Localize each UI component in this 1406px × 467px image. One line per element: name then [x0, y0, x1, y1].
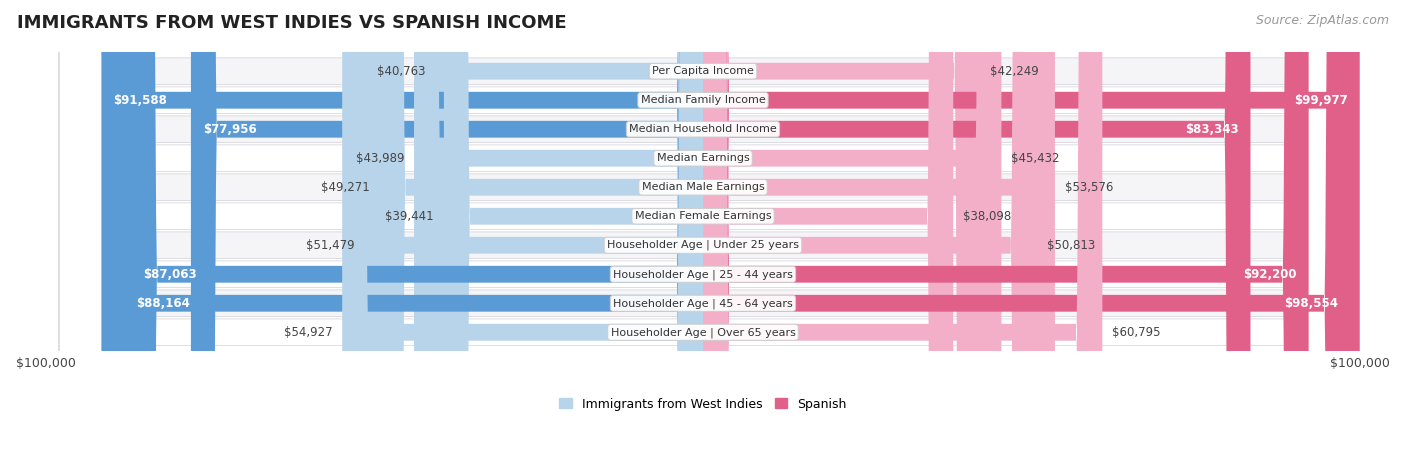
FancyBboxPatch shape [703, 0, 1001, 467]
Text: Source: ZipAtlas.com: Source: ZipAtlas.com [1256, 14, 1389, 27]
Text: Per Capita Income: Per Capita Income [652, 66, 754, 76]
FancyBboxPatch shape [342, 0, 703, 467]
Text: $98,554: $98,554 [1285, 297, 1339, 310]
Text: $91,588: $91,588 [114, 94, 167, 107]
FancyBboxPatch shape [703, 0, 1102, 467]
FancyBboxPatch shape [131, 0, 703, 467]
FancyBboxPatch shape [191, 0, 703, 467]
Text: Median Male Earnings: Median Male Earnings [641, 182, 765, 192]
FancyBboxPatch shape [59, 0, 1347, 467]
FancyBboxPatch shape [413, 0, 703, 467]
FancyBboxPatch shape [703, 0, 1036, 467]
Text: $50,813: $50,813 [1046, 239, 1095, 252]
FancyBboxPatch shape [59, 0, 1347, 467]
Text: $49,271: $49,271 [321, 181, 370, 194]
FancyBboxPatch shape [59, 0, 1347, 467]
FancyBboxPatch shape [59, 0, 1347, 467]
Text: $39,441: $39,441 [385, 210, 434, 223]
FancyBboxPatch shape [703, 0, 1350, 467]
Text: $77,956: $77,956 [202, 123, 256, 136]
FancyBboxPatch shape [59, 0, 1347, 467]
FancyBboxPatch shape [703, 0, 1054, 467]
Text: Householder Age | 25 - 44 years: Householder Age | 25 - 44 years [613, 269, 793, 280]
Text: $92,200: $92,200 [1243, 268, 1296, 281]
Text: $38,098: $38,098 [963, 210, 1011, 223]
Text: $99,977: $99,977 [1294, 94, 1348, 107]
FancyBboxPatch shape [444, 0, 703, 467]
FancyBboxPatch shape [380, 0, 703, 467]
FancyBboxPatch shape [703, 0, 980, 467]
Text: Median Household Income: Median Household Income [628, 124, 778, 134]
FancyBboxPatch shape [59, 0, 1347, 467]
Text: Householder Age | 45 - 64 years: Householder Age | 45 - 64 years [613, 298, 793, 309]
Text: $42,249: $42,249 [990, 65, 1039, 78]
FancyBboxPatch shape [59, 0, 1347, 467]
Text: IMMIGRANTS FROM WEST INDIES VS SPANISH INCOME: IMMIGRANTS FROM WEST INDIES VS SPANISH I… [17, 14, 567, 32]
Text: Median Female Earnings: Median Female Earnings [634, 211, 772, 221]
FancyBboxPatch shape [703, 0, 1309, 467]
FancyBboxPatch shape [59, 0, 1347, 467]
FancyBboxPatch shape [703, 0, 953, 467]
Text: Median Earnings: Median Earnings [657, 153, 749, 163]
Text: $87,063: $87,063 [143, 268, 197, 281]
Text: Householder Age | Over 65 years: Householder Age | Over 65 years [610, 327, 796, 338]
FancyBboxPatch shape [703, 0, 1360, 467]
Text: $83,343: $83,343 [1185, 123, 1239, 136]
Text: Median Family Income: Median Family Income [641, 95, 765, 105]
Text: $53,576: $53,576 [1064, 181, 1114, 194]
FancyBboxPatch shape [364, 0, 703, 467]
Text: $60,795: $60,795 [1112, 326, 1161, 339]
Text: $45,432: $45,432 [1011, 152, 1060, 165]
Text: $51,479: $51,479 [307, 239, 354, 252]
FancyBboxPatch shape [703, 0, 1250, 467]
Text: $43,989: $43,989 [356, 152, 404, 165]
FancyBboxPatch shape [436, 0, 703, 467]
FancyBboxPatch shape [101, 0, 703, 467]
Text: $88,164: $88,164 [136, 297, 190, 310]
FancyBboxPatch shape [124, 0, 703, 467]
Legend: Immigrants from West Indies, Spanish: Immigrants from West Indies, Spanish [560, 397, 846, 410]
FancyBboxPatch shape [59, 0, 1347, 467]
Text: Householder Age | Under 25 years: Householder Age | Under 25 years [607, 240, 799, 250]
FancyBboxPatch shape [59, 0, 1347, 467]
Text: $54,927: $54,927 [284, 326, 332, 339]
Text: $40,763: $40,763 [377, 65, 426, 78]
